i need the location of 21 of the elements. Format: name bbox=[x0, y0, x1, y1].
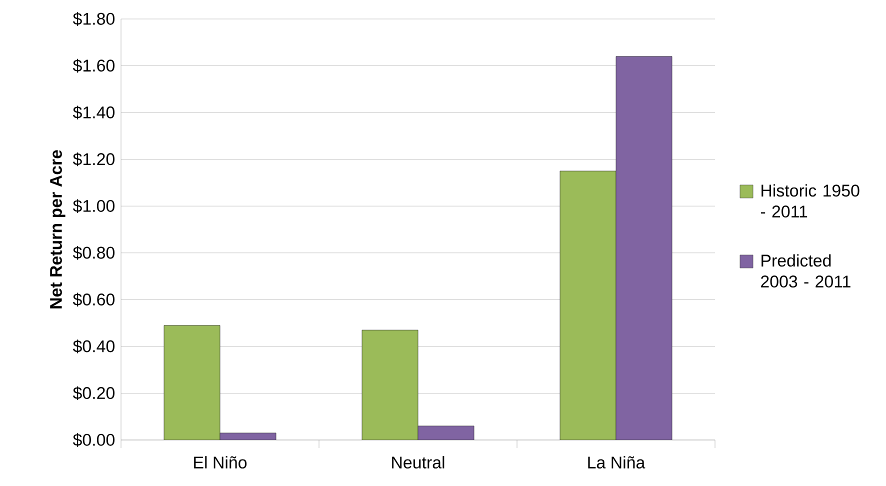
y-tick-label: $0.00 bbox=[72, 433, 115, 447]
y-axis-title: Net Return per Acre bbox=[50, 150, 66, 308]
y-tick-label: $1.20 bbox=[72, 152, 115, 166]
y-tick-label: $1.00 bbox=[72, 199, 115, 213]
y-tick-label: $1.80 bbox=[72, 12, 115, 26]
bar bbox=[616, 56, 672, 440]
y-tick-label: $0.60 bbox=[72, 292, 115, 307]
y-tick-label: $0.20 bbox=[72, 386, 115, 400]
y-tick-label: $0.80 bbox=[72, 246, 115, 260]
x-tick-label: Neutral bbox=[392, 456, 444, 469]
y-tick-label: $0.40 bbox=[72, 340, 115, 354]
legend-label: Predicted 2003 - 2011 bbox=[761, 254, 850, 288]
legend-label: Historic 1950 - 2011 bbox=[760, 184, 860, 218]
bar bbox=[418, 426, 474, 440]
x-tick-label: El Niño bbox=[194, 456, 247, 469]
y-tick-label: $1.40 bbox=[72, 106, 115, 120]
y-tick-label: $1.60 bbox=[72, 58, 115, 73]
x-tick-label: La Niña bbox=[588, 456, 646, 469]
bar bbox=[362, 330, 418, 440]
bar bbox=[164, 325, 220, 440]
bar bbox=[560, 170, 616, 440]
